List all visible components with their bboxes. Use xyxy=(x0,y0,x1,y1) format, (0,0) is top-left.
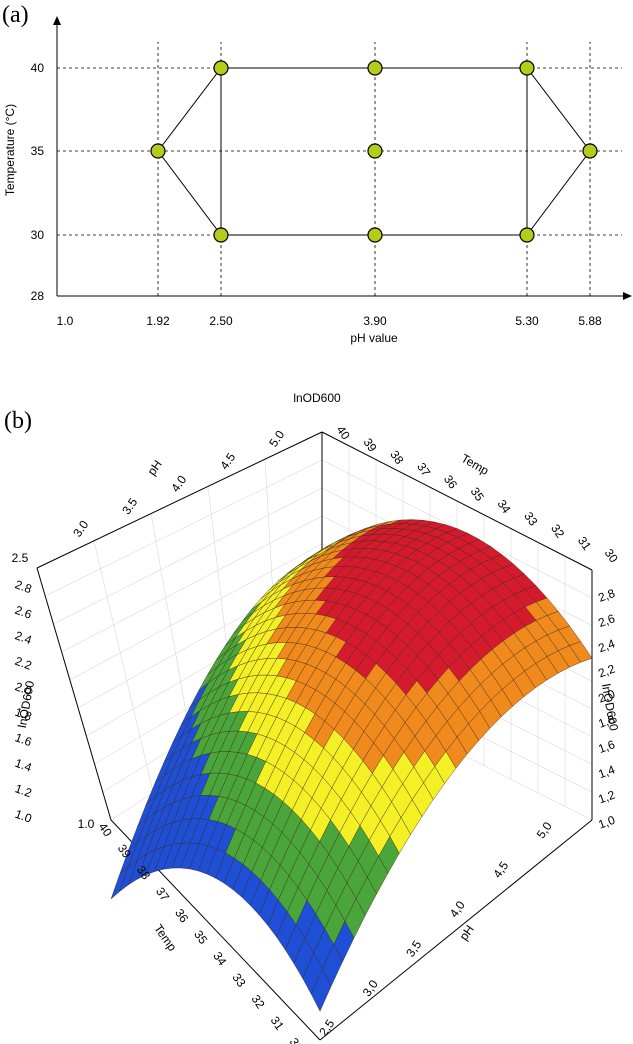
z-tick-label-left: 1.0 xyxy=(13,807,34,826)
x-tick-label: 5.30 xyxy=(515,314,539,328)
temp-tick-label-bottom: 35 xyxy=(191,928,210,947)
z-tick-label-right: 1,4 xyxy=(596,762,617,781)
x-tick-label: 1.0 xyxy=(57,314,74,328)
design-point xyxy=(367,143,383,159)
grid-line xyxy=(61,515,323,653)
temp-tick-label-top: 33 xyxy=(521,509,540,528)
design-point xyxy=(150,143,166,159)
box-edge xyxy=(319,819,593,1041)
z-tick-label-left: 2.8 xyxy=(13,577,34,596)
design-point xyxy=(367,227,383,243)
z-tick-label-right: 2,8 xyxy=(596,586,617,605)
z-tick-label-left: 1.2 xyxy=(13,781,34,800)
z-tick-label-right: 2,2 xyxy=(596,662,617,681)
z-tick-label-left: 1.8 xyxy=(13,705,34,724)
temp-tick-label-bottom: 33 xyxy=(229,971,248,990)
box-edge xyxy=(36,567,112,821)
ph-tick-label-bottom: 5,0 xyxy=(534,819,555,841)
design-scatter-chart: 1.0 1.92 2.50 3.90 5.30 5.88 28 30 35 40 pH valu… xyxy=(3,16,632,345)
z-tick-label-left: 2.2 xyxy=(13,654,34,673)
ph-tick-label-bottom: 3,5 xyxy=(403,938,424,960)
design-point xyxy=(519,60,535,76)
z-tick-label-left: 1.6 xyxy=(13,730,34,749)
ph-tick-label-top: 4.0 xyxy=(168,473,189,495)
z-tick-label-left: 2.0 xyxy=(13,679,34,698)
z-tick-label-right: 1,0 xyxy=(596,813,617,832)
design-point xyxy=(213,60,229,76)
temp-axis-label-top: Temp xyxy=(459,451,492,478)
box-edge xyxy=(321,431,593,571)
design-point xyxy=(213,227,229,243)
panel-a-label: (a) xyxy=(2,2,29,28)
temp-tick-label-top: 34 xyxy=(495,497,514,516)
panel-b-label: (b) xyxy=(4,408,32,434)
temp-tick-label-bottom: 31 xyxy=(268,1014,287,1033)
temp-tick-label-top: 37 xyxy=(414,460,433,479)
ph-tick-label-top: 3.5 xyxy=(119,495,140,517)
x-tick-label: 1.92 xyxy=(146,314,170,328)
z-tick-label-right: 2,4 xyxy=(596,636,617,655)
y-tick-label: 28 xyxy=(31,289,45,303)
box-edge xyxy=(36,431,323,569)
y-tick-label: 35 xyxy=(31,144,45,158)
temp-tick-label-bottom: 36 xyxy=(172,906,191,925)
x-tick-label: 3.90 xyxy=(363,314,387,328)
temp-tick-label-bottom: 40 xyxy=(96,820,115,839)
temp-tick-label-bottom: 30 xyxy=(287,1035,306,1044)
ph-tick-label-bottom: 3,0 xyxy=(360,977,381,999)
z-tick-label-right: 1,8 xyxy=(596,712,617,731)
ph-tick-label-bottom: 4,5 xyxy=(490,859,511,881)
z-tick-label-right: 2,6 xyxy=(596,611,617,630)
ph-axis-label-top: pH xyxy=(145,457,165,478)
temp-tick-label-top: 32 xyxy=(548,522,567,541)
temp-tick-label-bottom: 34 xyxy=(210,949,229,968)
x-tick-label: 5.88 xyxy=(578,314,602,328)
grid-line xyxy=(45,459,323,597)
ph-tick-label-top: 5.0 xyxy=(266,428,287,450)
grid-line xyxy=(93,540,154,793)
ph-axis-label-bottom: pH xyxy=(457,922,477,943)
y-tick-label: 30 xyxy=(31,228,45,242)
ph-tick-label-bottom: 2,5 xyxy=(316,1017,337,1039)
surface-title: lnOD600 xyxy=(293,391,341,405)
z-tick-label-right: 1,6 xyxy=(596,737,617,756)
design-point xyxy=(519,227,535,243)
temp-axis-label-bottom: Temp xyxy=(151,922,179,954)
ph-tick-label-top: 4.5 xyxy=(217,450,238,472)
design-point xyxy=(367,60,383,76)
grid-line xyxy=(69,543,323,681)
temp-tick-label-top: 38 xyxy=(387,448,406,467)
ph-tick-label-top: 3.0 xyxy=(70,518,91,540)
design-point xyxy=(582,143,598,159)
surface-patch xyxy=(569,641,593,663)
x-axis-label: pH value xyxy=(350,331,398,345)
y-axis-label: Temperature (°C) xyxy=(3,104,17,196)
z-tick-label-left: 2.5 xyxy=(12,551,29,565)
temp-tick-label-top: 31 xyxy=(575,534,594,553)
z-tick-label-right: 1,2 xyxy=(596,788,617,807)
z-tick-label-left: 2.6 xyxy=(13,603,34,622)
temp-tick-label-bottom: 37 xyxy=(153,885,172,904)
grid-line xyxy=(53,487,323,625)
z-tick-label-right: 2,0 xyxy=(596,687,617,706)
temp-tick-label-top: 35 xyxy=(468,485,487,504)
z-tick-label-left: 1.4 xyxy=(13,756,34,775)
temp-tick-label-top: 39 xyxy=(361,436,380,455)
temp-tick-label-bottom: 32 xyxy=(249,992,268,1011)
x-tick-label: 2.50 xyxy=(209,314,233,328)
ph-tick-label-bottom: 4,0 xyxy=(447,898,468,920)
response-surface-chart: lnOD600 1.0 1.2 1.4 1.6 1.8 2.0 2.2 2.4 2.6 2.8 2.… xyxy=(12,391,621,1044)
y-tick-label: 40 xyxy=(31,61,45,75)
temp-tick-label-top: 36 xyxy=(441,472,460,491)
z-tick-label-left: 1.0 xyxy=(78,817,95,831)
temp-tick-label-top: 30 xyxy=(602,546,621,565)
z-tick-label-left: 2.4 xyxy=(13,628,34,647)
